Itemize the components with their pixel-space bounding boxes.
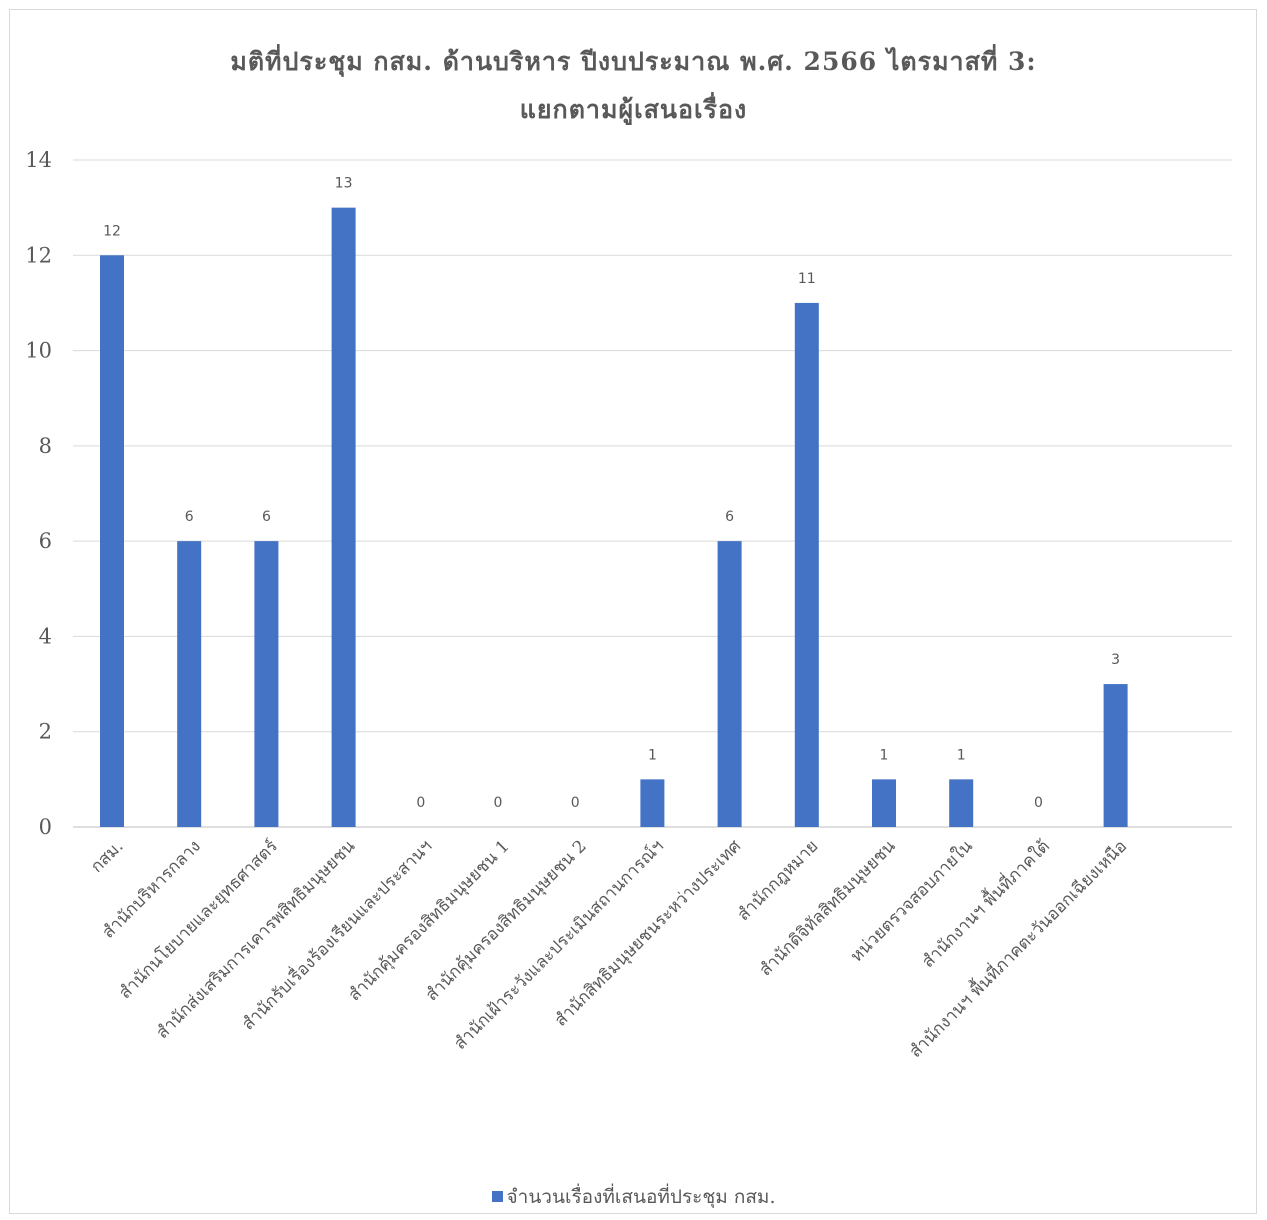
x-tick-label: สำนักดิจิทัลสิทธิมนุษยชน bbox=[756, 836, 900, 980]
legend-swatch bbox=[491, 1191, 503, 1202]
bar bbox=[872, 779, 896, 827]
x-axis-labels: กสม.สำนักบริหารกลางสำนักนโยบายและยุทธศาส… bbox=[87, 834, 1131, 1062]
y-tick-label: 14 bbox=[25, 148, 52, 172]
data-label: 1 bbox=[648, 747, 657, 763]
y-tick-label: 12 bbox=[25, 243, 52, 267]
bars bbox=[100, 207, 1128, 828]
y-tick-label: 2 bbox=[39, 720, 52, 744]
bar bbox=[1103, 684, 1128, 827]
chart-frame bbox=[9, 9, 1257, 1214]
bar bbox=[254, 541, 279, 827]
y-tick-label: 4 bbox=[39, 624, 52, 648]
data-label: 0 bbox=[571, 795, 580, 811]
bar bbox=[177, 541, 202, 827]
x-tick-label: สำนักงานฯ พื้นที่ภาคใต้ bbox=[916, 834, 1054, 972]
legend-label: จำนวนเรื่องที่เสนอที่ประชุม กสม. bbox=[506, 1186, 776, 1208]
bar bbox=[640, 779, 665, 827]
data-label: 11 bbox=[798, 271, 816, 287]
x-tick-label: กสม. bbox=[87, 836, 128, 877]
data-label: 1 bbox=[880, 747, 889, 763]
data-label: 0 bbox=[494, 795, 503, 811]
x-tick-label: สำนักนโยบายและยุทธศาสตร์ bbox=[115, 836, 282, 1003]
y-tick-label: 10 bbox=[25, 339, 52, 363]
chart-title-line-2: แยกตามผู้เสนอเรื่อง bbox=[519, 95, 748, 124]
data-label: 0 bbox=[1034, 795, 1043, 811]
bar bbox=[717, 541, 742, 827]
bar bbox=[331, 207, 356, 828]
bar bbox=[949, 779, 974, 827]
data-label: 3 bbox=[1111, 652, 1120, 668]
data-label: 1 bbox=[957, 747, 966, 763]
chart-title-line-1: มติที่ประชุม กสม. ด้านบริหาร ปีงบประมาณ … bbox=[230, 47, 1037, 76]
y-tick-label: 0 bbox=[39, 815, 52, 839]
data-label: 6 bbox=[725, 509, 734, 525]
x-tick-label: สำนักคุ้มครองสิทธิมนุษยชน 1 bbox=[345, 836, 514, 1005]
y-tick-label: 6 bbox=[39, 529, 52, 553]
x-tick-label: สำนักคุ้มครองสิทธิมนุษยชน 2 bbox=[422, 836, 591, 1005]
y-tick-label: 8 bbox=[39, 434, 52, 458]
data-label: 13 bbox=[335, 176, 353, 192]
bar bbox=[794, 302, 819, 827]
data-label: 12 bbox=[103, 223, 121, 239]
y-axis-ticks: 0 2 4 6 8 10 12 14 bbox=[25, 148, 52, 839]
gridlines bbox=[73, 159, 1232, 828]
bar bbox=[100, 255, 124, 828]
data-label: 0 bbox=[416, 795, 425, 811]
data-label: 6 bbox=[185, 509, 194, 525]
legend: จำนวนเรื่องที่เสนอที่ประชุม กสม. bbox=[0, 1182, 1267, 1212]
data-label: 6 bbox=[262, 509, 271, 525]
